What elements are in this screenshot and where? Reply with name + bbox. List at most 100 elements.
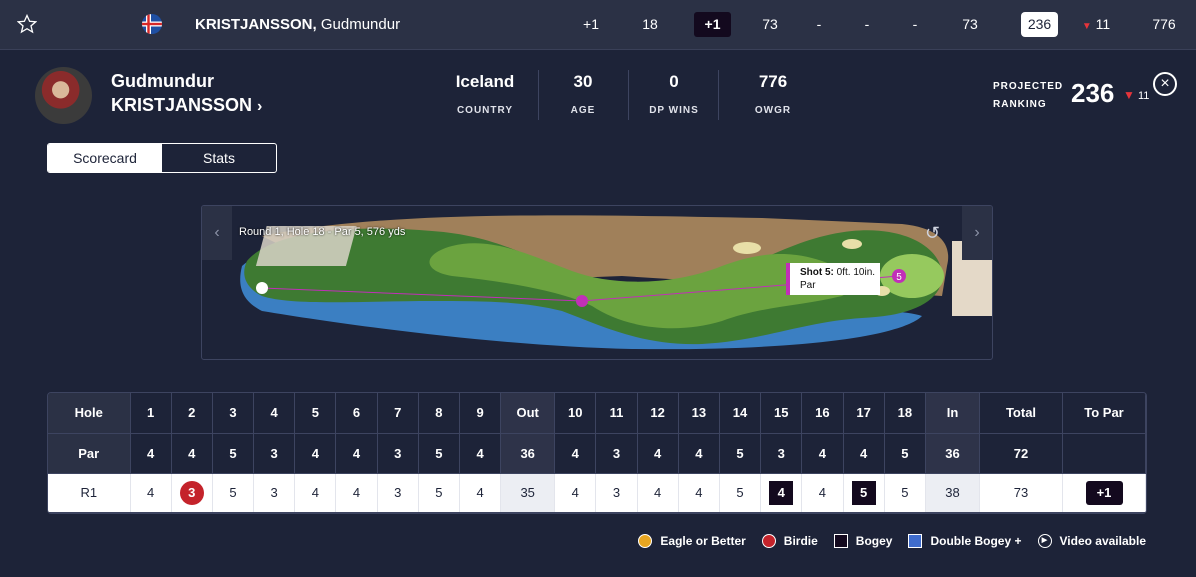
par-cell: 72 [979, 433, 1063, 474]
shot-number-label: 5 [896, 272, 902, 283]
par-cell: 4 [678, 433, 720, 474]
par-cell: 4 [459, 433, 502, 474]
hole-header-cell: 4 [253, 393, 296, 434]
iceland-flag-icon [142, 14, 162, 34]
par-row: Par 4 4 5 3 4 4 3 5 4 36 4 3 4 4 5 3 4 4 5 36 72 [48, 433, 1146, 474]
hole-header-cell: 17 [843, 393, 885, 434]
rank-change: ▼ 11 [1081, 16, 1111, 32]
reset-view-icon[interactable]: ↺ [925, 223, 941, 243]
birdie-score-marker: 3 [179, 480, 204, 505]
double-bogey-marker-icon [908, 534, 923, 548]
hole-header-cell: Out [500, 393, 556, 434]
r1-score-cell: 5 [843, 473, 885, 513]
bogey-marker-icon [833, 534, 848, 548]
r1-score-cell: 4 [459, 473, 502, 513]
down-arrow-icon: ▼ [1123, 88, 1135, 102]
round-to-par: +1 [694, 12, 731, 37]
r1-score-cell: 4 [760, 473, 803, 513]
r1-score-cell: 4 [335, 473, 378, 513]
r1-score-cell: 5 [719, 473, 762, 513]
r1-score-cell: R1 [48, 473, 131, 513]
hole-header-cell: 7 [377, 393, 419, 434]
legend-eagle: Eagle or Better [638, 534, 746, 548]
hole-header-cell: Hole [48, 393, 131, 434]
star-icon[interactable] [17, 14, 37, 34]
r1-score-cell: 4 [294, 473, 337, 513]
projected-ranking-label: PROJECTED RANKING [993, 81, 1064, 110]
par-cell: 3 [253, 433, 296, 474]
par-cell: 36 [925, 433, 980, 474]
down-arrow-icon: ▼ [1081, 21, 1092, 32]
view-tabs: Scorecard Stats [47, 143, 277, 173]
hole-header-cell: 16 [801, 393, 844, 434]
r1-score-cell: 38 [925, 473, 980, 513]
r1-score-cell: +1 [1062, 473, 1146, 513]
stat-age: 30 AGE [570, 72, 596, 116]
shot-tooltip: Shot 5: 0ft. 10in. Par [786, 263, 880, 295]
leaderboard-row[interactable]: KRISTJANSSON, Gudmundur +1 18 +1 73 - - … [0, 0, 1196, 50]
hole-header-cell: In [925, 393, 980, 434]
next-hole-button[interactable]: › [962, 206, 992, 260]
total-score: 73 [962, 16, 978, 32]
chevron-right-icon: › [257, 98, 263, 115]
legend-birdie: Birdie [761, 534, 818, 548]
projected-ranking-value: 236 [1071, 78, 1115, 108]
stat-country: Iceland COUNTRY [455, 72, 515, 116]
tab-stats[interactable]: Stats [203, 150, 235, 166]
par-cell: 5 [418, 433, 461, 474]
par-cell: 4 [171, 433, 213, 474]
par-cell: 4 [554, 433, 597, 474]
r1-score-cell: 73 [979, 473, 1063, 513]
divider [718, 70, 719, 120]
hole-header-cell: 14 [719, 393, 762, 434]
r1-score-cell: 3 [595, 473, 638, 513]
hole-header-cell: 13 [678, 393, 720, 434]
r1-score: 73 [762, 16, 778, 32]
par-cell: 3 [377, 433, 419, 474]
hole-header-cell: 11 [595, 393, 638, 434]
r1-score-cell: 3 [377, 473, 419, 513]
divider [628, 70, 629, 120]
hole-header-cell: To Par [1062, 393, 1146, 434]
bogey-score-marker: 5 [851, 480, 876, 505]
hole-header-cell: 12 [637, 393, 679, 434]
par-cell: 4 [294, 433, 337, 474]
player-profile-link[interactable]: KRISTJANSSON › [111, 95, 263, 115]
r1-score-cell: 5 [212, 473, 255, 513]
legend-video: ▶ Video available [1037, 534, 1146, 548]
r1-score-cell: 5 [418, 473, 461, 513]
hole-header-cell: 15 [760, 393, 803, 434]
birdie-marker-icon [761, 534, 776, 548]
hole-header-cell: 8 [418, 393, 461, 434]
stat-owgr: 776 OWGR [754, 72, 792, 116]
round-1-row: R1 4 3 5 3 4 4 3 5 4 35 4 3 4 4 5 4 4 5 5 38 73 +1 [48, 473, 1146, 513]
scorecard-table: Hole 1 2 3 4 5 6 7 8 9 Out 10 11 12 13 14 15 16 17 18 In Tota… [47, 392, 1147, 514]
par-cell: 3 [760, 433, 803, 474]
hole-map[interactable]: 5 ‹ › Round 1, Hole 18 - Par 5, 576 yds … [201, 205, 993, 360]
par-cell: 4 [843, 433, 885, 474]
hole-header-cell: 1 [130, 393, 172, 434]
r1-score-cell: 4 [801, 473, 844, 513]
tab-scorecard[interactable]: Scorecard [48, 144, 162, 172]
player-name[interactable]: KRISTJANSSON, Gudmundur [195, 16, 401, 33]
owgr-value: 776 [1152, 16, 1176, 32]
prev-hole-button[interactable]: ‹ [202, 206, 232, 260]
holes-played: 18 [642, 16, 658, 32]
legend-bogey: Bogey [833, 534, 892, 548]
r2-score: - [816, 16, 822, 32]
hole-header-cell: 10 [554, 393, 597, 434]
r4-score: - [912, 16, 918, 32]
header-row: Hole 1 2 3 4 5 6 7 8 9 Out 10 11 12 13 14 15 16 17 18 In Tota… [48, 393, 1146, 434]
par-cell: 5 [884, 433, 927, 474]
stat-dp-wins: 0 DP WINS [649, 72, 699, 116]
r1-score-cell: 35 [500, 473, 556, 513]
r1-score-cell: 4 [554, 473, 597, 513]
player-avatar [35, 67, 92, 124]
hole-caption: Round 1, Hole 18 - Par 5, 576 yds [239, 226, 406, 238]
par-cell: Par [48, 433, 131, 474]
close-icon[interactable]: × [1153, 72, 1177, 96]
r1-score-cell: 4 [637, 473, 679, 513]
r1-score-cell: 3 [171, 473, 213, 513]
projected-ranking-change: ▼ 11 [1123, 88, 1150, 102]
legend: Eagle or Better Birdie Bogey Double Boge… [638, 534, 1146, 548]
